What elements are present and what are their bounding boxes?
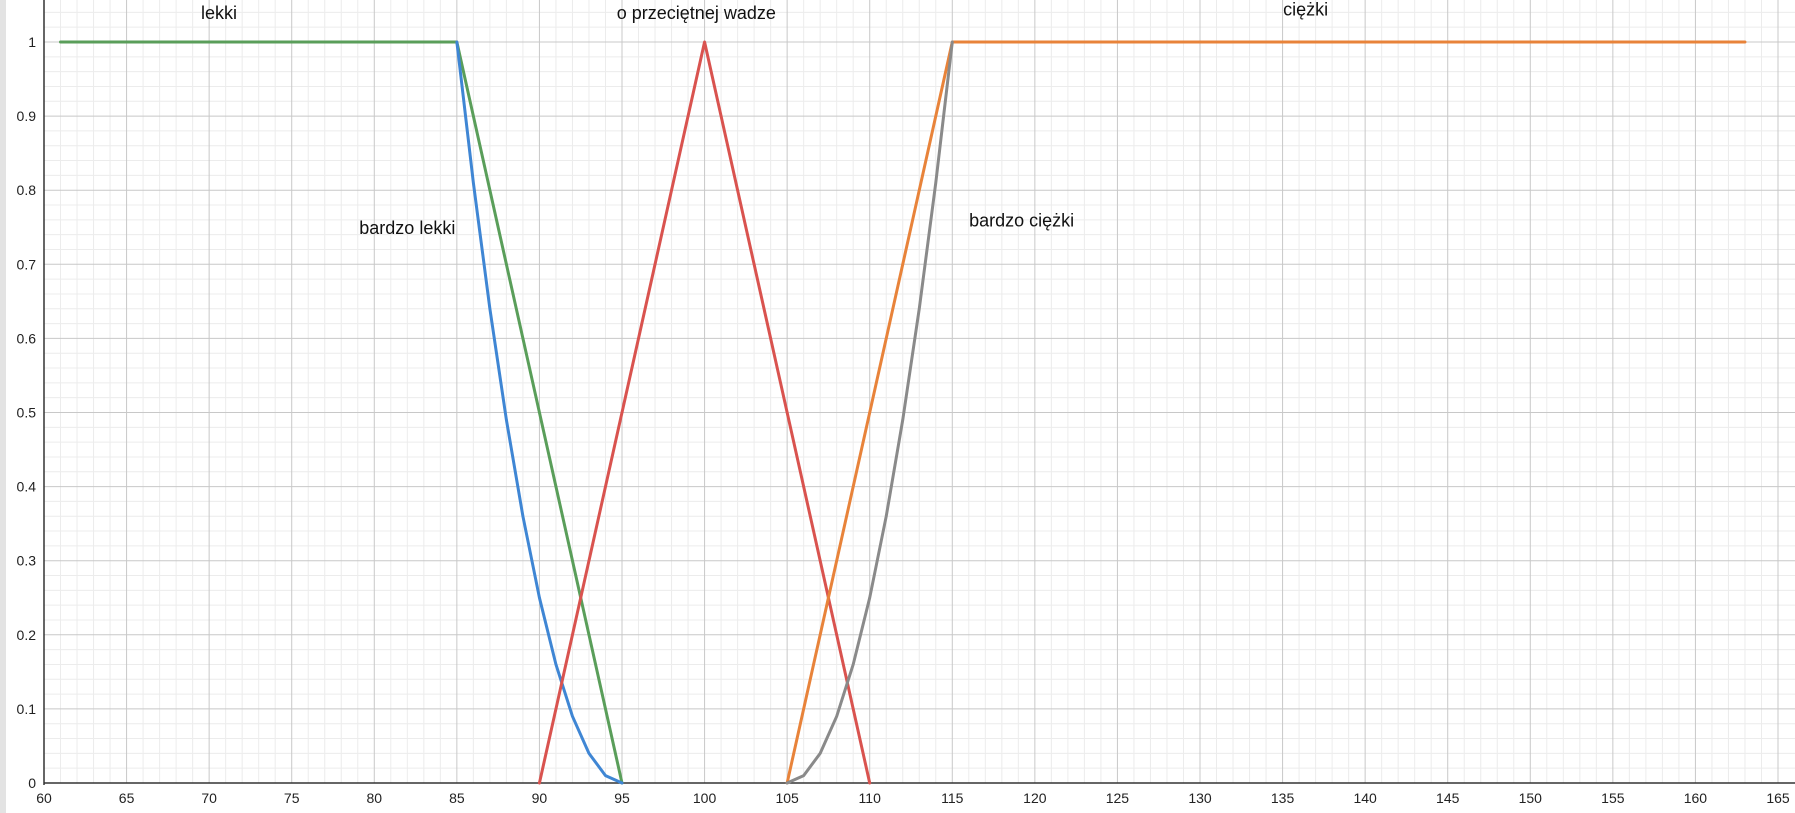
x-tick-label: 165 — [1766, 790, 1790, 806]
x-tick-label: 75 — [284, 790, 300, 806]
y-tick-label: 0.3 — [17, 553, 37, 569]
x-tick-label: 120 — [1023, 790, 1047, 806]
left-edge-strip — [0, 0, 6, 813]
series-line-bardzo-lekki — [455, 40, 624, 785]
y-tick-label: 0.2 — [17, 627, 37, 643]
axes — [43, 0, 1795, 785]
y-tick-label: 0.8 — [17, 182, 37, 198]
x-tick-label: 160 — [1684, 790, 1708, 806]
series-line-bardzo-ciezki — [785, 40, 954, 785]
x-tick-label: 90 — [532, 790, 548, 806]
series-annotations: lekki o przeciętnej wadze ciężki bardzo lek… — [201, 0, 1328, 238]
y-tick-label: 0.1 — [17, 701, 37, 717]
x-tick-label: 95 — [614, 790, 630, 806]
x-tick-labels: 60 65 70 75 80 85 90 95 100 105 110 115 120 125 130 135… — [36, 790, 1790, 806]
x-tick-label: 85 — [449, 790, 465, 806]
x-tick-label: 60 — [36, 790, 52, 806]
series-layer — [59, 40, 1747, 785]
series-annotation: bardzo ciężki — [969, 211, 1074, 231]
x-tick-label: 150 — [1519, 790, 1543, 806]
x-tick-label: 110 — [859, 790, 882, 806]
y-tick-label: 0.7 — [17, 256, 37, 272]
x-tick-label: 100 — [693, 790, 717, 806]
x-tick-label: 140 — [1353, 790, 1377, 806]
series-annotation: bardzo lekki — [359, 218, 455, 238]
series-line-o-przecietnej-wadze — [537, 40, 872, 785]
x-tick-label: 125 — [1106, 790, 1130, 806]
series-annotation: ciężki — [1283, 0, 1328, 19]
y-tick-label: 0.5 — [17, 405, 37, 421]
x-tick-label: 155 — [1601, 790, 1625, 806]
y-tick-label: 0 — [28, 775, 36, 791]
x-tick-label: 115 — [941, 790, 964, 806]
y-tick-labels: 0 0.1 0.2 0.3 0.4 0.5 0.6 0.7 0.8 0.9 1 — [17, 34, 37, 791]
y-tick-label: 0.4 — [17, 479, 37, 495]
x-tick-label: 145 — [1436, 790, 1460, 806]
x-tick-label: 80 — [366, 790, 382, 806]
y-tick-label: 0.9 — [17, 108, 37, 124]
y-tick-label: 0.6 — [17, 330, 37, 346]
x-tick-label: 135 — [1271, 790, 1295, 806]
y-tick-label: 1 — [28, 34, 36, 50]
x-tick-label: 105 — [775, 790, 799, 806]
x-tick-label: 70 — [201, 790, 217, 806]
series-annotation: lekki — [201, 3, 237, 23]
x-tick-label: 65 — [119, 790, 135, 806]
x-tick-label: 130 — [1188, 790, 1212, 806]
minor-grid — [44, 0, 1795, 783]
series-annotation: o przeciętnej wadze — [617, 3, 776, 23]
